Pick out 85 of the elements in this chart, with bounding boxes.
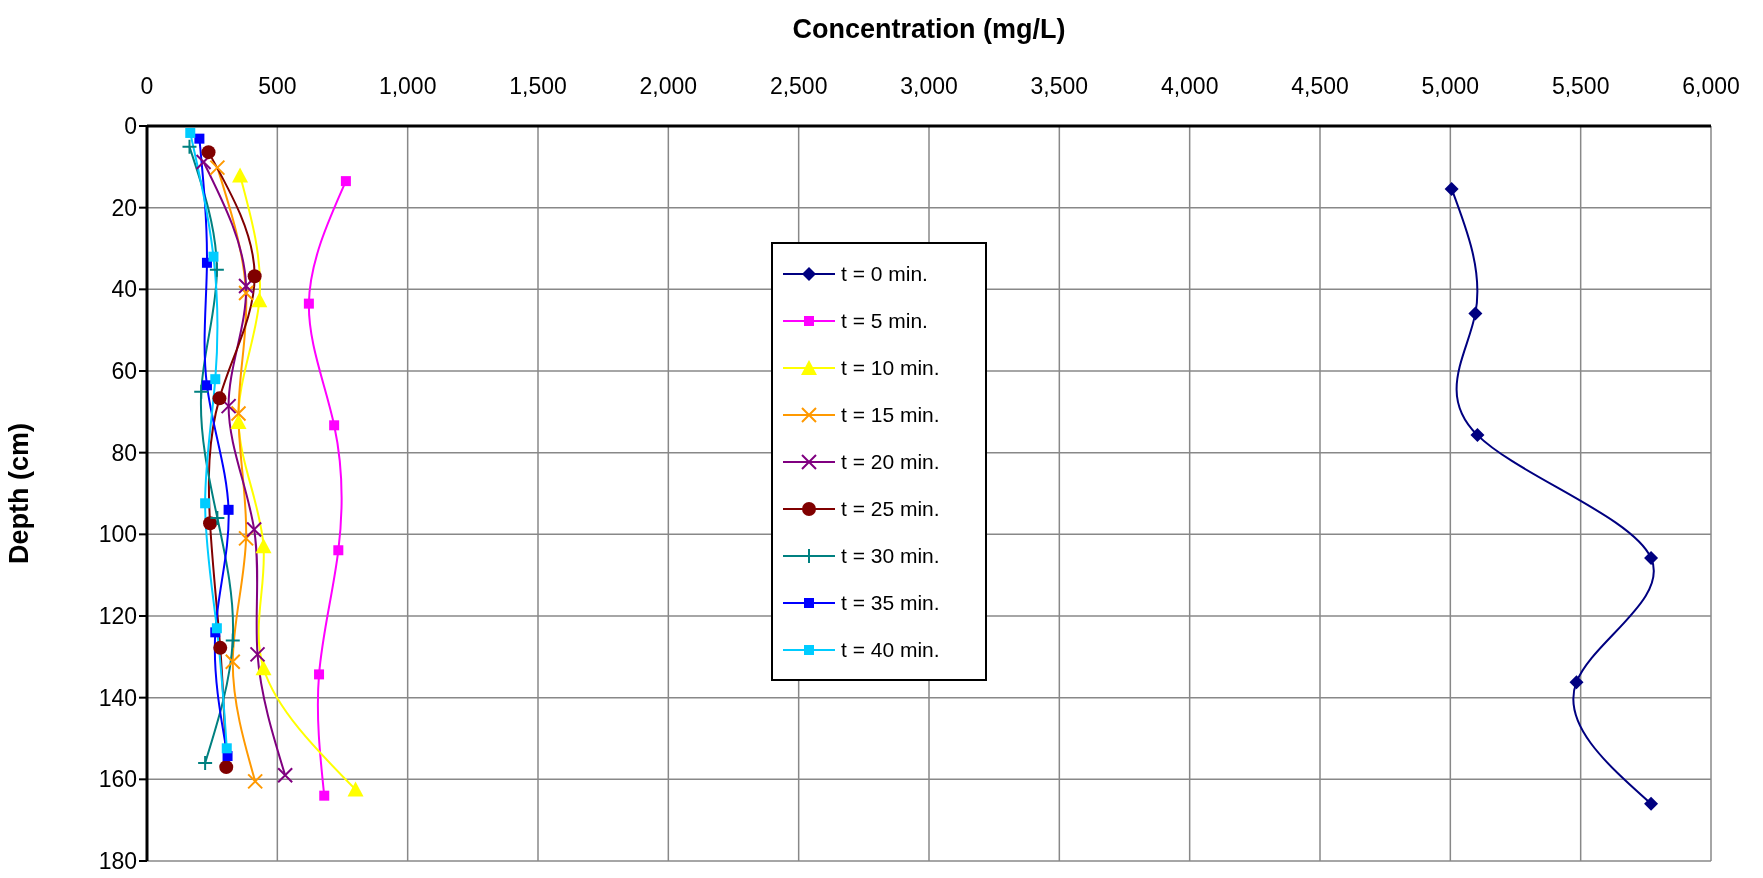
point — [213, 640, 228, 655]
point — [210, 374, 221, 385]
legend-label: t = 15 min. — [841, 402, 940, 427]
point — [333, 545, 344, 556]
point — [201, 145, 216, 160]
point — [230, 405, 247, 422]
point — [329, 420, 340, 431]
point — [238, 278, 255, 295]
point — [1444, 181, 1459, 196]
y-tick-label: 180 — [98, 848, 137, 875]
point — [181, 138, 198, 155]
y-tick-label: 120 — [98, 603, 137, 630]
x-tick-label: 6,000 — [1682, 73, 1740, 99]
legend-label: t = 35 min. — [841, 590, 940, 615]
legend-label: t = 40 min. — [841, 637, 940, 662]
point — [203, 516, 218, 531]
legend-label: t = 25 min. — [841, 496, 940, 521]
y-tick-label: 80 — [111, 439, 137, 466]
point — [319, 790, 330, 801]
x-tick-label: 2,000 — [639, 73, 698, 99]
legend-label: t = 10 min. — [841, 355, 940, 380]
point — [247, 773, 264, 790]
y-tick-label: 20 — [111, 194, 137, 221]
point — [220, 398, 237, 415]
point — [255, 660, 272, 676]
point — [249, 646, 266, 663]
point — [185, 127, 196, 138]
point — [219, 760, 234, 775]
y-tick-label: 160 — [98, 766, 137, 793]
point — [303, 298, 314, 309]
y-tick-label: 40 — [111, 276, 137, 303]
legend-label: t = 0 min. — [841, 261, 928, 286]
point — [212, 391, 227, 406]
point — [221, 743, 232, 754]
x-tick-label: 4,500 — [1291, 73, 1349, 99]
point — [197, 755, 214, 771]
point — [1470, 428, 1485, 443]
point — [209, 510, 226, 526]
point — [209, 159, 226, 176]
point — [347, 781, 364, 797]
point — [1569, 675, 1584, 690]
x-tick-label: 2,500 — [769, 73, 828, 99]
point — [247, 269, 262, 284]
point — [230, 414, 247, 430]
point — [238, 285, 255, 302]
point — [246, 521, 263, 538]
point — [277, 767, 294, 784]
legend-label: t = 30 min. — [841, 543, 940, 568]
x-tick-label: 0 — [140, 73, 154, 99]
point — [251, 292, 268, 308]
x-tick-label: 1,000 — [378, 73, 437, 99]
point — [201, 380, 212, 391]
x-tick-label: 5,500 — [1551, 73, 1610, 99]
x-tick-label: 3,500 — [1030, 73, 1089, 99]
y-tick-label: 0 — [124, 113, 137, 140]
y-tick-label: 140 — [98, 684, 137, 711]
point — [238, 530, 255, 547]
y-tick-label: 60 — [111, 358, 137, 385]
point — [223, 504, 234, 515]
point — [232, 167, 249, 183]
point — [194, 133, 205, 144]
y-tick-label: 100 — [98, 521, 137, 548]
point — [195, 153, 212, 170]
point — [200, 498, 211, 509]
point — [1644, 796, 1659, 811]
x-axis-title: Concentration (mg/L) — [792, 14, 1066, 44]
x-tick-label: 4,000 — [1160, 73, 1219, 99]
point — [224, 632, 241, 649]
point — [208, 251, 219, 262]
point — [1468, 306, 1483, 321]
point — [211, 623, 222, 634]
point — [340, 176, 351, 187]
x-tick-label: 5,000 — [1421, 73, 1480, 99]
point — [193, 383, 210, 400]
point — [208, 261, 225, 278]
x-tick-label: 500 — [258, 73, 297, 99]
legend-label: t = 20 min. — [841, 449, 940, 474]
x-tick-label: 3,000 — [900, 73, 958, 99]
x-tick-label: 1,500 — [509, 73, 567, 99]
point — [314, 669, 325, 680]
point — [255, 538, 272, 554]
point — [224, 653, 241, 670]
y-axis-title: Depth (cm) — [3, 423, 34, 564]
point — [1644, 551, 1659, 566]
legend-label: t = 5 min. — [841, 308, 928, 333]
